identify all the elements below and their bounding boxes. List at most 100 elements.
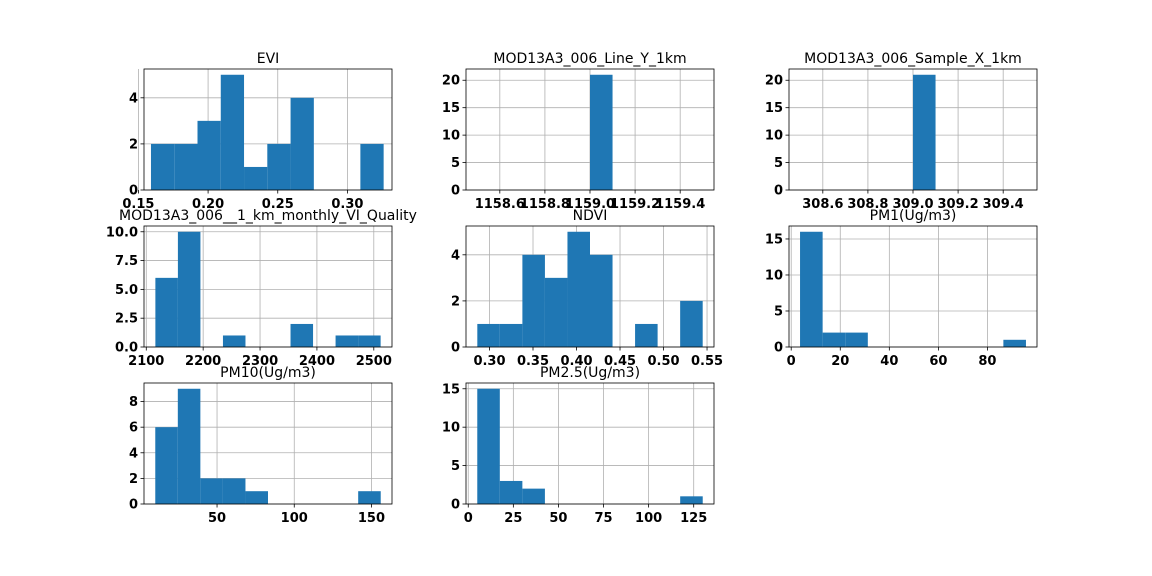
histogram-bar <box>499 480 523 504</box>
axes-frame <box>465 225 715 348</box>
histogram-bar <box>150 143 175 190</box>
histogram-bar <box>290 323 314 347</box>
histogram-bar <box>244 166 268 190</box>
y-tick-label: 6 <box>129 421 138 436</box>
y-tick-label: 10 <box>442 129 460 144</box>
y-tick-label: 15 <box>442 382 460 397</box>
histogram-bar <box>358 335 381 347</box>
x-tick-label: 125 <box>680 511 707 526</box>
axes-frame <box>143 68 393 191</box>
x-tick-label: 1158.8 <box>520 197 570 212</box>
histogram-bar <box>567 231 590 347</box>
x-tick-label: 2300 <box>242 354 278 369</box>
x-tick-label: 0.55 <box>691 354 723 369</box>
histogram-bar <box>174 143 198 190</box>
x-tick-label: 308.6 <box>802 197 843 212</box>
histogram-bar <box>800 231 823 347</box>
y-tick-label: 5 <box>451 156 460 171</box>
histogram-bar <box>822 332 846 347</box>
x-tick-label: 100 <box>635 511 662 526</box>
histogram-bar <box>680 496 703 504</box>
histogram-bar <box>245 491 268 504</box>
x-tick-label: 50 <box>549 511 567 526</box>
y-tick-label: 15 <box>765 101 783 116</box>
x-tick-label: 0 <box>787 354 796 369</box>
x-tick-label: 60 <box>929 354 947 369</box>
x-tick-label: 2200 <box>185 354 221 369</box>
y-tick-label: 0.0 <box>115 341 138 356</box>
y-tick-label: 0 <box>129 498 138 513</box>
x-tick-label: 0.50 <box>647 354 679 369</box>
histogram-bar <box>845 332 868 347</box>
y-tick-label: 2 <box>451 294 460 309</box>
histogram-panel: 0.15 0.20 0.25 0.30 0 2 4 EVI <box>122 51 393 212</box>
panel-title: MOD13A3_006_Line_Y_1km <box>493 51 686 67</box>
x-tick-label: 0.45 <box>604 354 636 369</box>
histogram-bar <box>522 488 545 504</box>
y-tick-label: 0 <box>451 498 460 513</box>
x-tick-label: 40 <box>880 354 898 369</box>
x-tick-label: 1159.4 <box>655 197 705 212</box>
histogram-bar <box>220 74 245 190</box>
x-tick-label: 0.25 <box>262 197 294 212</box>
histogram-bar <box>635 323 658 347</box>
histogram-bar <box>477 323 500 347</box>
histogram-bar <box>913 74 936 190</box>
y-tick-label: 5 <box>774 304 783 319</box>
y-tick-label: 7.5 <box>115 254 138 269</box>
histogram-bar <box>197 120 221 190</box>
x-tick-label: 309.4 <box>983 197 1024 212</box>
y-tick-label: 0 <box>451 341 460 356</box>
panel-title: PM1(Ug/m3) <box>870 208 957 224</box>
y-tick-label: 2 <box>129 472 138 487</box>
axes-frame <box>143 225 393 348</box>
histogram-panel: 308.6 308.8 309.0 309.2 309.4 0 5 10 15 20 MOD13A3… <box>765 51 1038 212</box>
y-tick-label: 10 <box>765 129 783 144</box>
histogram-bar <box>358 491 381 504</box>
histogram-panel: 2100 2200 2300 2400 2500 0.0 2.5 5.0 7.5 10.0MOD1… <box>106 208 417 369</box>
x-tick-label: 309.0 <box>892 197 933 212</box>
histogram-panel: 0 20 40 60 80 0 5 10 15 PM1(Ug/m3) <box>765 208 1038 369</box>
histogram-panel: 0 25 50 75 100 125 0 5 10 15 PM2.5(Ug/m3) <box>442 365 715 526</box>
histogram-bar <box>177 388 201 504</box>
x-tick-label: 2500 <box>356 354 392 369</box>
x-tick-label: 0.40 <box>560 354 592 369</box>
y-tick-label: 0 <box>451 184 460 199</box>
x-tick-label: 1158.6 <box>475 197 525 212</box>
x-tick-label: 20 <box>831 354 849 369</box>
panel-title: EVI <box>257 51 280 67</box>
y-tick-label: 20 <box>442 74 460 89</box>
histogram-bar <box>360 143 384 190</box>
y-tick-label: 4 <box>129 446 138 461</box>
y-tick-label: 10.0 <box>106 225 138 240</box>
x-tick-label: 308.8 <box>847 197 888 212</box>
histogram-bar <box>590 254 613 347</box>
histogram-bar <box>477 388 500 504</box>
histogram-bar <box>200 478 223 504</box>
histogram-bar <box>222 478 246 504</box>
y-tick-label: 2 <box>129 137 138 152</box>
panel-title: PM2.5(Ug/m3) <box>540 365 640 381</box>
histogram-bar <box>267 143 291 190</box>
histogram-panel: 50 100 150 0 2 4 6 8 PM10(Ug/m3) <box>129 365 393 526</box>
y-tick-label: 0 <box>129 184 138 199</box>
y-tick-label: 0 <box>774 184 783 199</box>
histogram-bar <box>335 335 359 347</box>
x-tick-label: 80 <box>978 354 996 369</box>
y-tick-label: 5 <box>451 459 460 474</box>
y-tick-label: 5.0 <box>115 283 138 298</box>
histogram-bar <box>499 323 523 347</box>
y-tick-label: 10 <box>765 268 783 283</box>
x-tick-label: 100 <box>281 511 308 526</box>
histogram-bar <box>290 97 314 190</box>
y-tick-label: 15 <box>442 101 460 116</box>
x-tick-label: 1159.0 <box>565 197 615 212</box>
y-tick-label: 0 <box>774 341 783 356</box>
panel-title: MOD13A3_006_Sample_X_1km <box>804 51 1022 67</box>
x-tick-label: 309.2 <box>938 197 979 212</box>
x-tick-label: 150 <box>358 511 385 526</box>
y-tick-label: 4 <box>129 91 138 106</box>
x-tick-label: 0.20 <box>192 197 224 212</box>
y-tick-label: 20 <box>765 74 783 89</box>
x-tick-label: 0.15 <box>122 197 154 212</box>
